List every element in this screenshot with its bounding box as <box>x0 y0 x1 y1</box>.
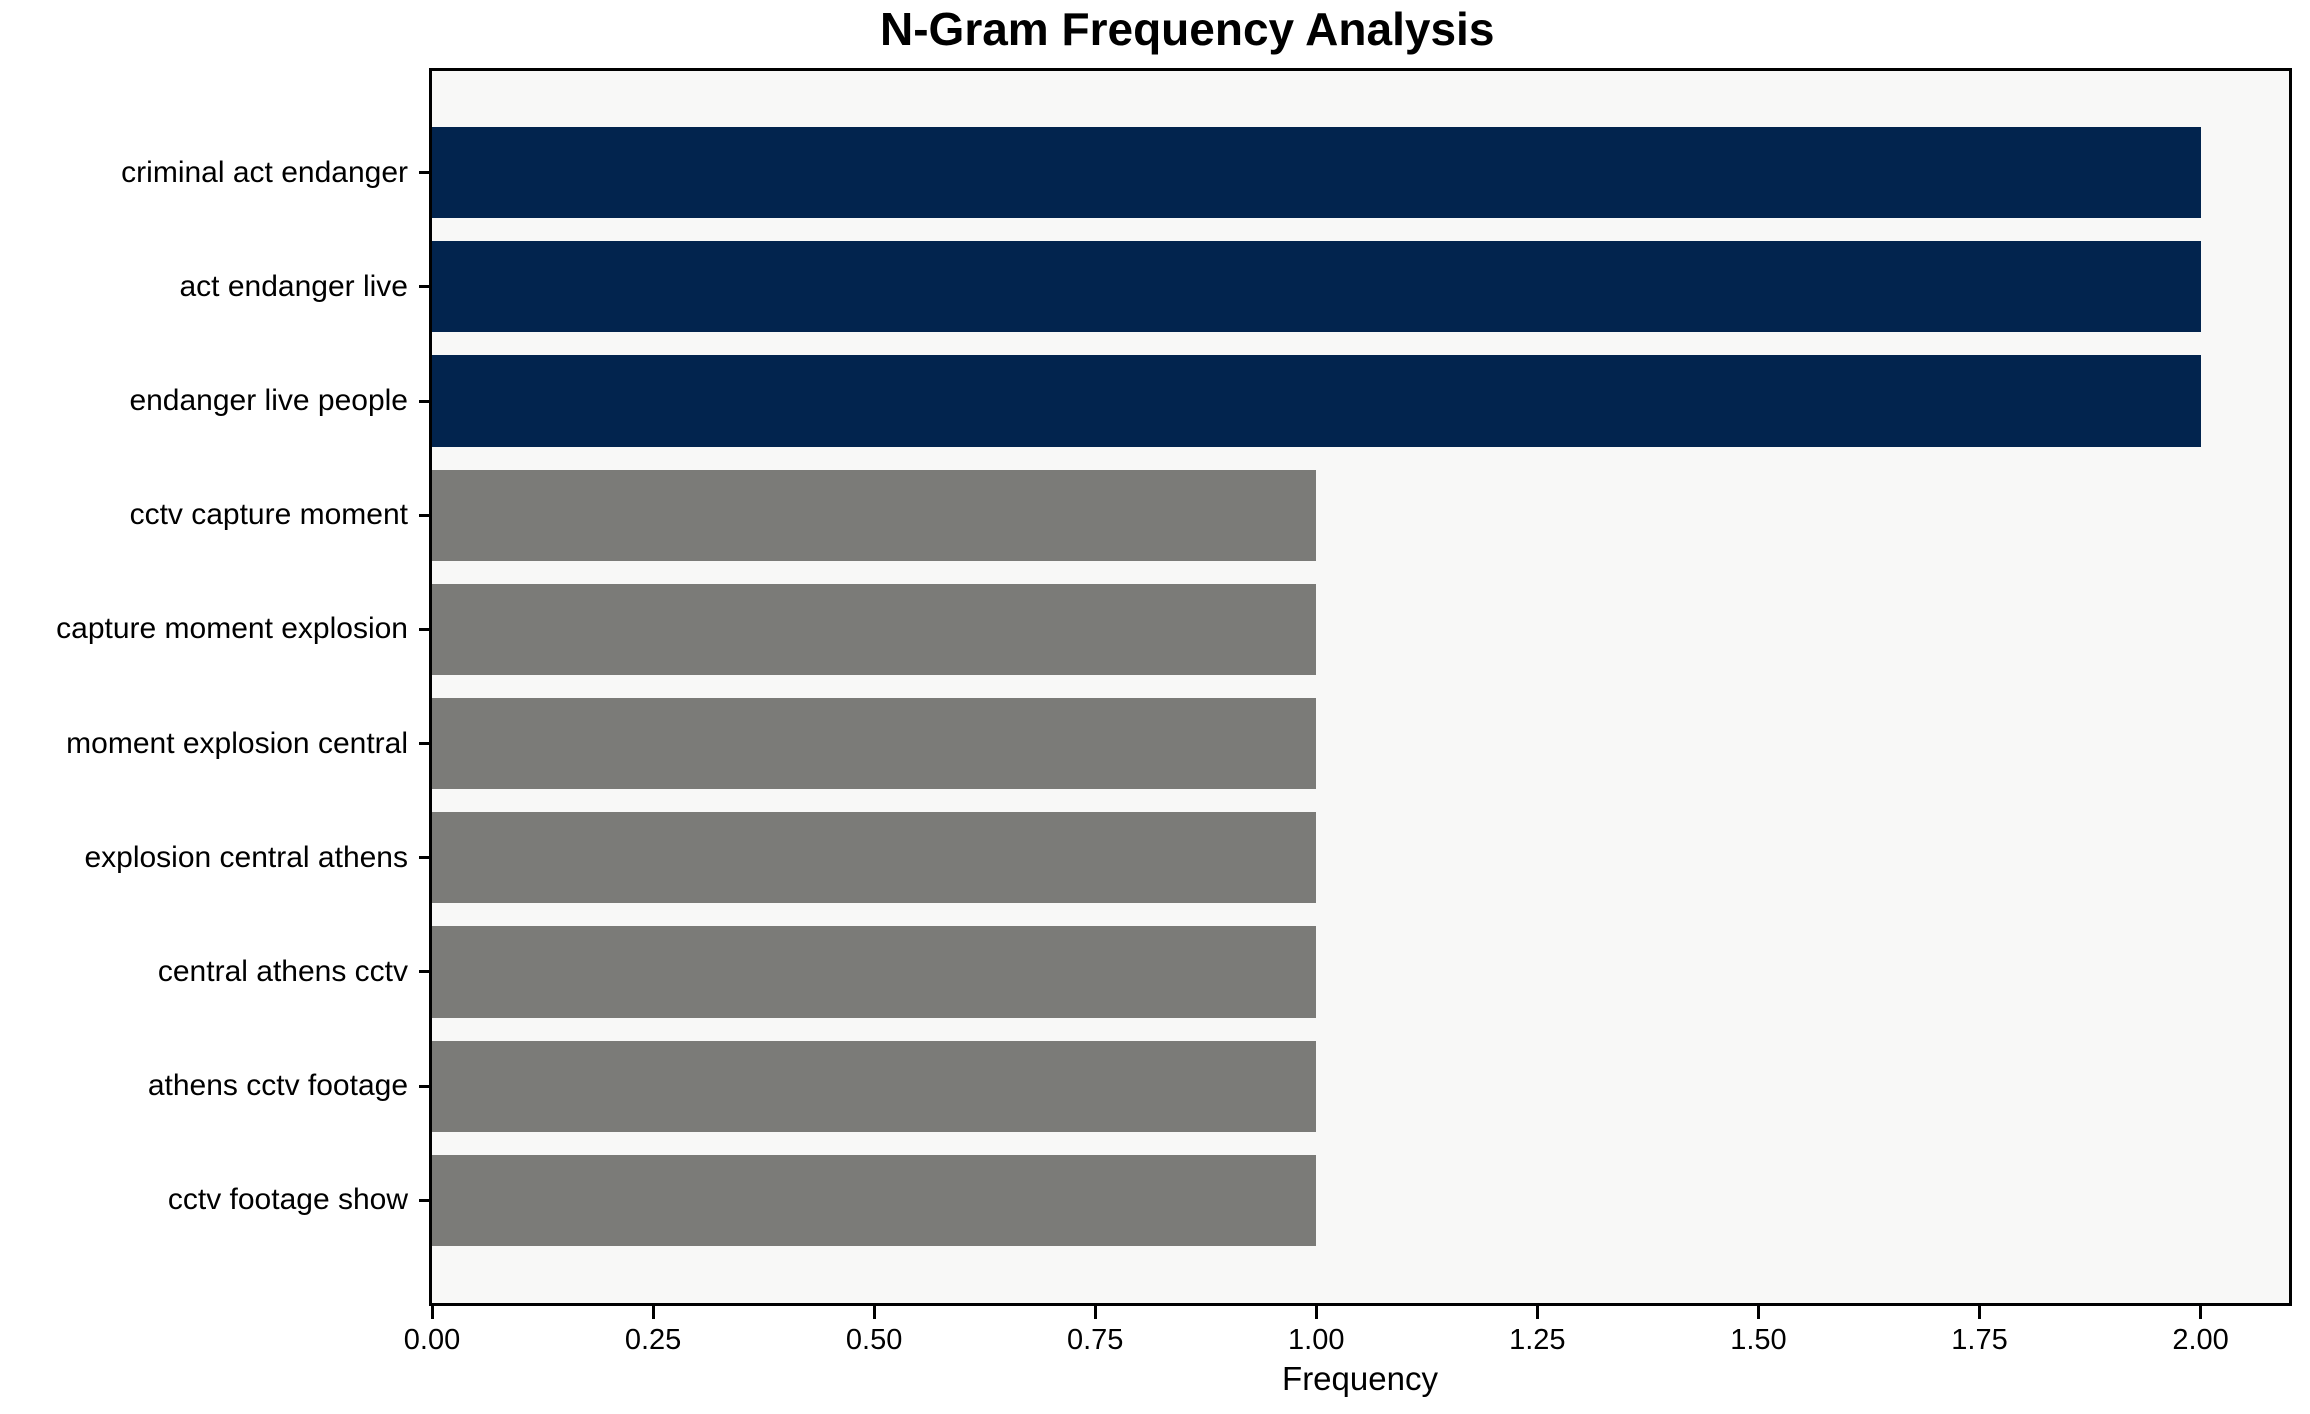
y-tick-mark <box>419 399 432 403</box>
bar-row <box>432 469 2289 561</box>
bar <box>432 355 2201 447</box>
bar <box>432 127 2201 219</box>
chart-title: N-Gram Frequency Analysis <box>880 3 1495 55</box>
bar <box>432 241 2201 333</box>
y-axis-labels: criminal act endanger act endanger live en… <box>0 71 432 1303</box>
y-tick-mark <box>419 513 432 517</box>
y-axis-label: act endanger live <box>179 269 409 303</box>
y-tick-mark <box>419 285 432 289</box>
x-tick-label: 0.00 <box>403 1324 461 1356</box>
x-tick-label: 0.25 <box>624 1324 682 1356</box>
bar <box>432 1040 1317 1132</box>
y-axis-label: capture moment explosion <box>56 612 408 646</box>
y-axis-label-row: explosion central athens <box>0 812 432 903</box>
x-tick-mark <box>872 1306 876 1319</box>
x-tick-mark <box>1978 1306 1981 1319</box>
bar-row <box>432 127 2289 219</box>
bar-row <box>432 1154 2289 1246</box>
x-tick-label: 0.75 <box>1066 1324 1124 1356</box>
x-tick-mark <box>1756 1306 1760 1319</box>
y-axis-label: central athens cctv <box>157 954 408 988</box>
x-tick-label: 1.75 <box>1951 1324 2008 1356</box>
bar-row <box>432 812 2289 904</box>
x-axis-title: Frequency <box>1282 1360 1438 1397</box>
bar-row <box>432 697 2289 790</box>
x-tick-mark <box>430 1306 434 1319</box>
x-tick-mark <box>2199 1306 2203 1319</box>
y-tick-mark <box>419 970 432 974</box>
y-axis-label: criminal act endanger <box>121 155 408 189</box>
y-tick-mark <box>419 171 432 175</box>
bar <box>432 469 1317 561</box>
y-axis-label: moment explosion central <box>66 726 408 760</box>
bar-row <box>432 241 2289 333</box>
bar <box>432 1154 1317 1246</box>
bar-row <box>432 583 2289 676</box>
y-axis-label: athens cctv footage <box>147 1069 408 1103</box>
bar <box>432 697 1317 790</box>
y-tick-mark <box>419 856 432 860</box>
x-tick-mark <box>1093 1306 1097 1319</box>
bar-row <box>432 926 2289 1018</box>
x-tick-mark <box>1535 1306 1539 1319</box>
y-tick-mark <box>419 1084 432 1088</box>
y-axis-label: cctv capture moment <box>129 498 408 532</box>
y-tick-mark <box>419 742 432 746</box>
y-axis-label-row: cctv capture moment <box>0 470 432 561</box>
y-axis-label: cctv footage show <box>167 1183 408 1217</box>
x-tick-mark <box>1314 1306 1318 1319</box>
y-axis-label-row: capture moment explosion <box>0 584 432 675</box>
y-axis-label-row: moment explosion central <box>0 698 432 789</box>
y-axis-label-row: athens cctv footage <box>0 1041 432 1132</box>
y-axis-label-row: cctv footage show <box>0 1155 432 1246</box>
x-tick-mark <box>651 1306 655 1319</box>
x-tick-label: 0.50 <box>845 1324 903 1356</box>
y-tick-mark <box>419 1198 432 1202</box>
bar-row <box>432 1040 2289 1132</box>
bar-row <box>432 355 2289 447</box>
x-tick-label: 2.00 <box>2172 1324 2229 1356</box>
x-tick-label: 1.00 <box>1288 1324 1345 1356</box>
y-axis-label: explosion central athens <box>84 840 408 874</box>
plot-area <box>429 68 2292 1306</box>
bars-container <box>432 71 2289 1303</box>
y-axis-label: endanger live people <box>129 384 408 418</box>
bar <box>432 926 1317 1018</box>
bar <box>432 812 1317 904</box>
y-axis-label-row: endanger live people <box>0 355 432 446</box>
y-axis-label-row: central athens cctv <box>0 926 432 1017</box>
y-axis-label-row: act endanger live <box>0 241 432 332</box>
y-tick-mark <box>419 627 432 631</box>
y-axis-label-row: criminal act endanger <box>0 127 432 218</box>
x-tick-label: 1.50 <box>1730 1324 1787 1356</box>
x-tick-label: 1.25 <box>1509 1324 1566 1356</box>
bar <box>432 583 1317 676</box>
